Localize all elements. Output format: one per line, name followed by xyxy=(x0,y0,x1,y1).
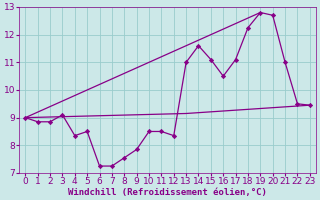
X-axis label: Windchill (Refroidissement éolien,°C): Windchill (Refroidissement éolien,°C) xyxy=(68,188,267,197)
